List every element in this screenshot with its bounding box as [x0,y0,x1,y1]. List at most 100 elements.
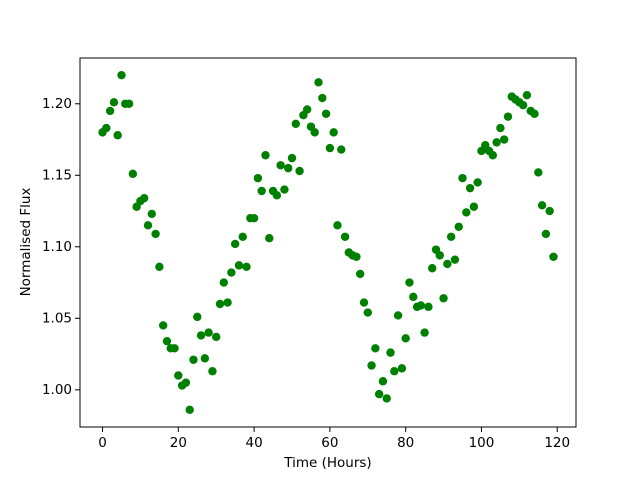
point [321,109,331,118]
point [488,151,498,160]
point [189,355,198,364]
point [287,153,297,163]
point [356,269,365,279]
x-tick-label: 120 [544,435,570,451]
point [329,128,338,137]
point [359,298,369,307]
point [393,311,403,320]
point [219,278,228,287]
point [284,163,293,173]
point [105,106,115,116]
point [428,264,437,273]
point [162,336,172,346]
point [227,268,236,277]
point [537,201,547,210]
x-tick-label: 80 [397,435,414,451]
y-tick-label: 1.20 [42,96,72,112]
point [337,145,346,154]
point [117,70,126,80]
point [499,135,509,144]
point [545,206,554,216]
point [534,168,543,177]
point [390,367,399,376]
point [238,232,247,241]
point [196,331,206,340]
x-tick-label: 40 [246,435,263,451]
point [378,377,388,386]
point [314,78,323,87]
point [230,239,240,249]
point [352,252,361,262]
point [276,161,285,170]
x-tick-label: 60 [321,435,338,451]
point [318,93,327,103]
point [185,405,194,415]
point [193,312,202,322]
point [530,109,539,118]
point [181,378,191,387]
x-tick-label: 0 [98,435,107,451]
point [374,389,384,399]
plot-frame [79,57,577,428]
point [272,191,282,200]
point [265,234,274,243]
point [261,151,270,160]
y-tick-label: 1.10 [42,239,72,255]
point [257,186,266,196]
point [450,255,460,264]
point [158,321,168,330]
point [420,328,429,337]
point [443,259,452,269]
point [200,354,210,363]
y-tick-label: 1.15 [42,167,72,183]
point [458,173,467,183]
x-tick-label: 20 [170,435,187,451]
point [234,261,244,270]
point [295,166,304,176]
point [249,213,259,223]
x-tick-label: 100 [469,435,495,451]
point [518,100,528,110]
point [416,301,426,310]
x-axis-label: Time (Hours) [283,455,371,471]
point [541,229,551,239]
point [302,105,312,114]
point [140,193,149,203]
point [522,90,532,100]
point [325,143,335,153]
point [465,183,475,193]
point [469,202,479,211]
point [503,112,513,121]
point [401,334,410,343]
point [155,262,164,272]
point [435,251,444,260]
point [310,128,319,137]
point [113,131,122,140]
point [367,361,376,370]
point [109,98,119,107]
point [340,232,350,241]
y-axis-label: Normalised Flux [18,188,34,297]
point [549,252,558,262]
point [242,262,251,272]
point [223,298,232,307]
y-tick-label: 1.00 [42,382,72,398]
point [371,344,380,353]
point [405,278,414,287]
point [253,173,263,183]
point [473,178,482,187]
point [386,348,395,357]
point [492,138,501,147]
point [496,123,505,133]
point [382,394,391,403]
point [454,222,463,231]
point [204,328,213,337]
point [439,294,448,303]
point [280,185,289,194]
point [291,119,300,128]
point [208,367,217,376]
point [128,169,138,179]
point [215,299,225,309]
